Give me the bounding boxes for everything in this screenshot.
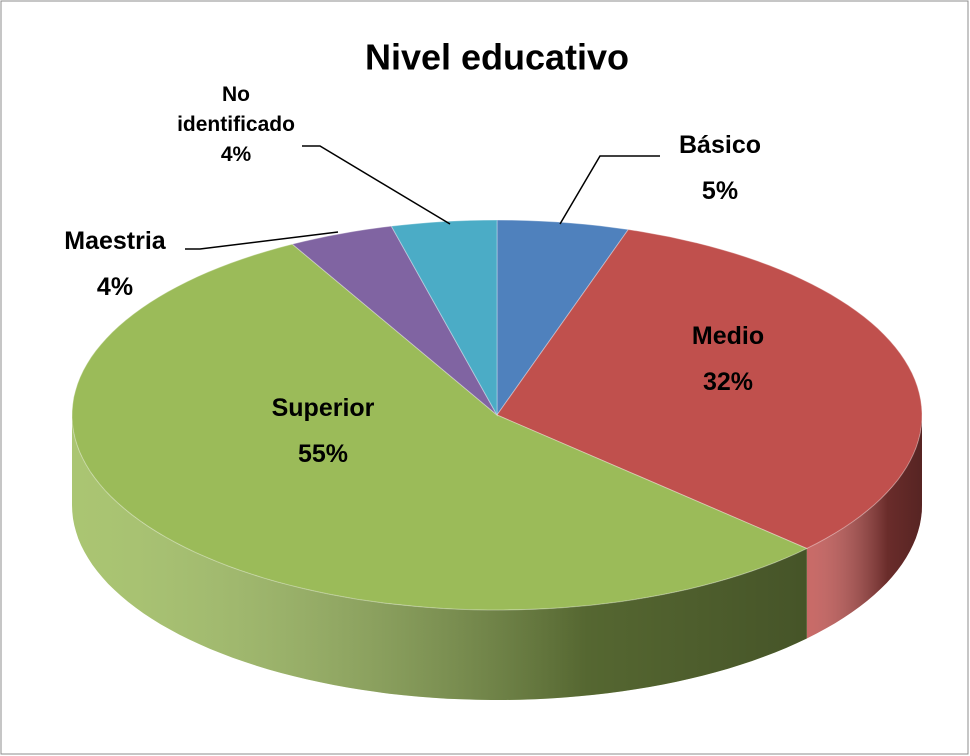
leader-line (559, 155, 660, 225)
leader-line (302, 145, 451, 225)
slice-label: Superior 55% (272, 385, 375, 477)
category-label: Maestria (64, 227, 166, 255)
slice-label: No identificado 4% (166, 80, 306, 170)
slice (71, 243, 809, 611)
category-label: Superior (271, 394, 375, 422)
category-label: No identificado (177, 83, 295, 136)
category-label: Medio (691, 322, 765, 350)
value-label: 55% (297, 440, 349, 468)
value-label: 4% (220, 143, 252, 166)
slice-side-shade (806, 415, 922, 639)
slice-side-shade (72, 415, 807, 700)
slice (390, 219, 498, 417)
slice-label: Medio 32% (692, 313, 764, 405)
category-label: Básico (679, 131, 761, 159)
slice (496, 219, 630, 417)
chart-title: Nivel educativo (365, 37, 629, 78)
value-label: 5% (701, 177, 739, 205)
slice-label: Maestria 4% (64, 218, 165, 310)
leader-line (185, 231, 339, 250)
value-label: 4% (96, 273, 134, 301)
slice-label: Básico 5% (679, 122, 761, 214)
slice (291, 225, 498, 416)
slice (496, 228, 923, 550)
value-label: 32% (702, 368, 754, 396)
